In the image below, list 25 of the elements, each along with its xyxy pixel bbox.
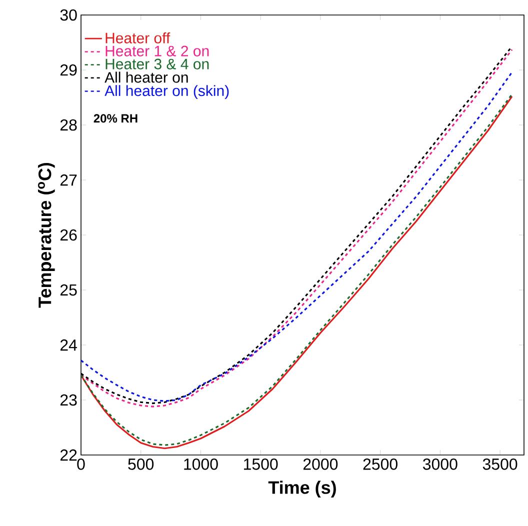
x-tick-label: 500: [128, 458, 154, 470]
y-tick-label: 28: [60, 119, 77, 131]
legend-label: All heater on (skin): [104, 85, 229, 100]
y-tick-label: 27: [60, 174, 77, 186]
x-tick-label: 3500: [482, 458, 518, 470]
y-tick-label: 26: [60, 229, 77, 241]
x-tick-label: 1000: [184, 458, 218, 470]
annotation: 20% RH: [94, 114, 138, 123]
x-tick-label: 2000: [303, 458, 338, 470]
y-tick-label: 24: [60, 339, 77, 351]
legend-label: All heater on: [104, 72, 188, 83]
y-tick-label: 30: [60, 9, 77, 21]
y-tick-label: 23: [60, 394, 77, 406]
x-tick-label: 2500: [363, 458, 398, 470]
x-axis-title: Time (s): [268, 480, 336, 498]
x-tick-label: 0: [77, 458, 85, 470]
y-axis-title: Temperature ($^{o}$C): [38, 162, 55, 308]
y-tick-label: 25: [60, 284, 77, 296]
x-tick-label: 3000: [423, 458, 458, 470]
legend-label: Heater 1 & 2 on: [106, 46, 209, 56]
y-tick-label: 29: [60, 64, 77, 76]
y-tick-label: 22: [60, 449, 77, 461]
x-tick-label: 1500: [244, 458, 278, 470]
legend-label: Heater 3 & 4 on: [106, 58, 209, 70]
legend-label: Heater off: [106, 32, 170, 44]
